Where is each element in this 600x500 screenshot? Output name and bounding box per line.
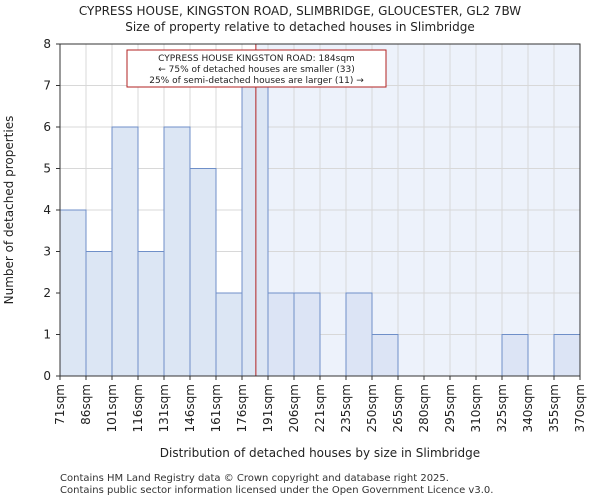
x-tick-label: 280sqm [417,384,431,432]
y-axis-label: Number of detached properties [2,116,16,305]
x-tick-label: 116sqm [131,384,145,432]
annotation-line-1: CYPRESS HOUSE KINGSTON ROAD: 184sqm [158,54,355,64]
x-tick-label: 355sqm [547,384,561,432]
y-axis-ticks: 0 1 2 3 4 5 6 7 8 [43,37,60,383]
y-tick-label: 4 [43,203,51,217]
y-tick-label: 1 [43,328,51,342]
plot-frame [59,43,581,377]
annotation-line-2: ← 75% of detached houses are smaller (33… [158,65,355,75]
x-tick-label: 295sqm [443,384,457,432]
bar-146sqm [189,168,217,377]
y-tick-label: 2 [43,286,51,300]
annotation-line-3: 25% of semi-detached houses are larger (… [149,76,364,86]
bar-250sqm [371,334,399,377]
x-tick-label: 101sqm [105,384,119,432]
x-tick-label: 325sqm [495,384,509,432]
x-tick-label: 146sqm [183,384,197,432]
bars [59,85,581,377]
x-tick-label: 221sqm [313,384,327,432]
x-axis-ticks: 71sqm 86sqm 101sqm 116sqm 131sqm 146sqm 161sqm… [53,376,587,432]
footer-licence: Contains public sector information licen… [60,485,494,496]
chart-title: CYPRESS HOUSE, KINGSTON ROAD, SLIMBRIDGE… [78,4,522,18]
bar-176sqm [241,85,269,377]
x-tick-label: 131sqm [157,384,171,432]
y-tick-label: 7 [43,79,51,93]
x-axis-label: Distribution of detached houses by size … [160,446,480,460]
bar-355sqm [553,334,581,377]
bar-71sqm [59,209,87,377]
y-tick-label: 3 [43,245,51,259]
x-tick-label: 191sqm [261,384,275,432]
x-tick-label: 206sqm [287,384,301,432]
y-tick-label: 5 [43,162,51,176]
x-tick-label: 265sqm [391,384,405,432]
x-tick-label: 86sqm [79,384,93,425]
bar-101sqm [111,126,139,377]
bar-206sqm [293,292,321,377]
annotation-box [126,49,387,88]
x-tick-label: 250sqm [365,384,379,432]
bar-116sqm [137,251,165,377]
x-tick-label: 310sqm [469,384,483,432]
bar-131sqm [163,126,191,377]
y-tick-label: 8 [43,37,51,51]
y-tick-label: 0 [43,369,51,383]
x-tick-label: 370sqm [573,384,587,432]
chart-subtitle: Size of property relative to detached ho… [125,20,475,34]
bar-235sqm [345,292,373,377]
footer-copyright: Contains HM Land Registry data © Crown c… [60,473,449,484]
subject-property-annotation: CYPRESS HOUSE KINGSTON ROAD: 184sqm ← 75… [126,49,387,88]
bar-191sqm [267,292,295,377]
bar-86sqm [85,251,113,377]
x-tick-label: 161sqm [209,384,223,432]
y-tick-label: 6 [43,120,51,134]
x-tick-label: 235sqm [339,384,353,432]
x-tick-label: 71sqm [53,384,67,425]
x-tick-label: 340sqm [521,384,535,432]
bar-325sqm [501,334,529,377]
bar-161sqm [215,292,243,377]
x-tick-label: 176sqm [235,384,249,432]
